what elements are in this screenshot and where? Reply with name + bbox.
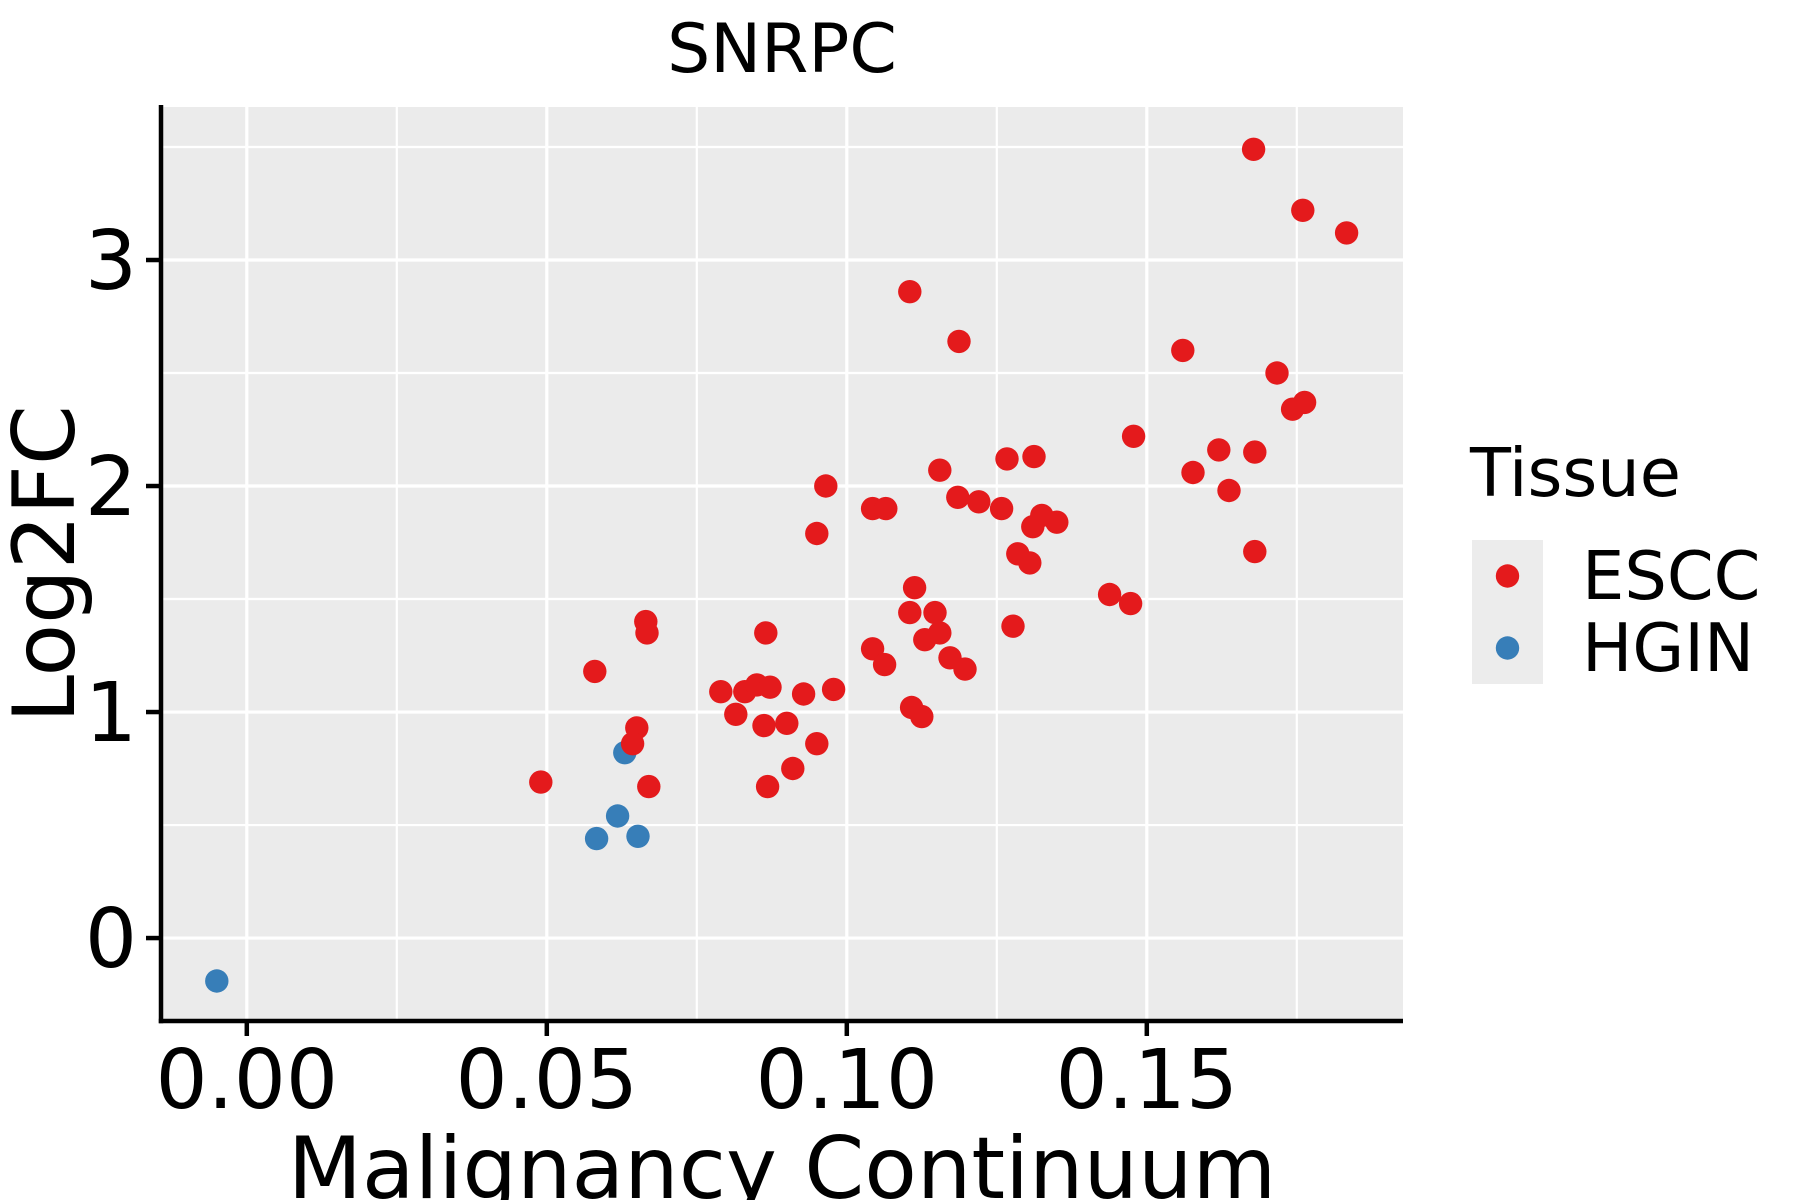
- plot-title: SNRPC: [667, 10, 897, 89]
- data-point-escc: [1022, 444, 1046, 469]
- data-point-escc: [1001, 614, 1025, 638]
- y-tick-label: 2: [85, 440, 137, 535]
- data-point-escc: [637, 774, 661, 799]
- data-point-hgin: [605, 804, 630, 828]
- x-tick-label: 0.10: [756, 1033, 939, 1128]
- legend-entry-hgin: HGIN: [1472, 609, 1754, 687]
- data-point-escc: [755, 774, 780, 799]
- data-point-escc: [898, 600, 922, 625]
- scatter-points: [205, 137, 1359, 993]
- x-tick-label: 0.15: [1056, 1033, 1239, 1128]
- data-point-escc: [967, 490, 991, 514]
- legend-entry-label: HGIN: [1582, 609, 1754, 687]
- data-point-escc: [1241, 137, 1266, 161]
- data-point-escc: [898, 280, 922, 304]
- major-gridlines: [161, 107, 1403, 1021]
- data-point-escc: [781, 756, 805, 781]
- legend-entry-escc: ESCC: [1472, 537, 1760, 615]
- data-point-escc: [805, 521, 829, 546]
- data-point-escc: [928, 621, 952, 645]
- data-point-escc: [1334, 221, 1359, 245]
- data-point-escc: [814, 474, 838, 498]
- data-point-escc: [1018, 551, 1042, 575]
- data-point-escc: [821, 677, 846, 702]
- data-point-escc: [910, 704, 934, 729]
- data-point-escc: [1291, 198, 1315, 222]
- data-point-escc: [995, 447, 1019, 471]
- data-point-escc: [791, 682, 816, 706]
- data-point-escc: [1097, 582, 1122, 607]
- x-tick-label: 0.00: [156, 1033, 339, 1128]
- data-point-escc: [1121, 424, 1146, 448]
- data-point-escc: [947, 329, 971, 354]
- x-axis-label: Malignancy Continuum: [288, 1119, 1277, 1200]
- legend-title: Tissue: [1469, 434, 1681, 512]
- data-point-hgin: [626, 824, 650, 848]
- data-point-escc: [1265, 361, 1289, 385]
- legend-entry-label: ESCC: [1582, 537, 1760, 615]
- data-point-escc: [1207, 438, 1231, 462]
- legend-hgin-dot-icon: [1495, 636, 1520, 660]
- data-point-escc: [529, 770, 553, 794]
- data-point-escc: [752, 713, 776, 738]
- y-tick-label: 3: [85, 214, 137, 309]
- data-point-escc: [1045, 510, 1069, 534]
- data-point-escc: [872, 652, 897, 677]
- data-point-escc: [953, 657, 977, 681]
- data-point-escc: [583, 659, 607, 684]
- data-point-escc: [1280, 397, 1305, 421]
- data-point-escc: [709, 680, 733, 704]
- data-point-escc: [1171, 338, 1195, 363]
- data-point-hgin: [584, 826, 609, 851]
- data-point-escc: [1217, 478, 1241, 503]
- data-point-escc: [620, 732, 645, 756]
- x-axis-ticks: 0.00 0.05 0.10 0.15: [156, 1021, 1239, 1128]
- y-tick-label: 0: [85, 892, 137, 987]
- data-point-escc: [1118, 591, 1143, 616]
- data-point-escc: [1181, 460, 1205, 485]
- data-point-escc: [874, 496, 898, 521]
- data-point-escc: [1243, 440, 1267, 464]
- legend-escc-dot-icon: [1495, 564, 1520, 588]
- y-axis-label: Log2FC: [0, 405, 95, 723]
- data-point-escc: [928, 458, 952, 482]
- data-point-escc: [923, 600, 947, 625]
- data-point-hgin: [205, 969, 229, 993]
- data-point-escc: [946, 485, 970, 509]
- plot-panel: [161, 107, 1403, 1021]
- data-point-escc: [758, 675, 782, 699]
- data-point-escc: [989, 496, 1014, 521]
- data-point-escc: [724, 702, 748, 726]
- legend: Tissue ESCC HGIN: [1469, 434, 1760, 687]
- y-axis-ticks: 0 1 2 3: [85, 214, 161, 987]
- data-point-escc: [635, 621, 659, 645]
- y-tick-label: 1: [85, 666, 137, 761]
- data-point-escc: [1243, 539, 1267, 564]
- data-point-escc: [1021, 515, 1045, 539]
- data-point-escc: [805, 732, 829, 756]
- data-point-escc: [775, 711, 799, 735]
- data-point-escc: [754, 621, 778, 645]
- data-point-escc: [902, 576, 927, 600]
- x-tick-label: 0.05: [456, 1033, 639, 1128]
